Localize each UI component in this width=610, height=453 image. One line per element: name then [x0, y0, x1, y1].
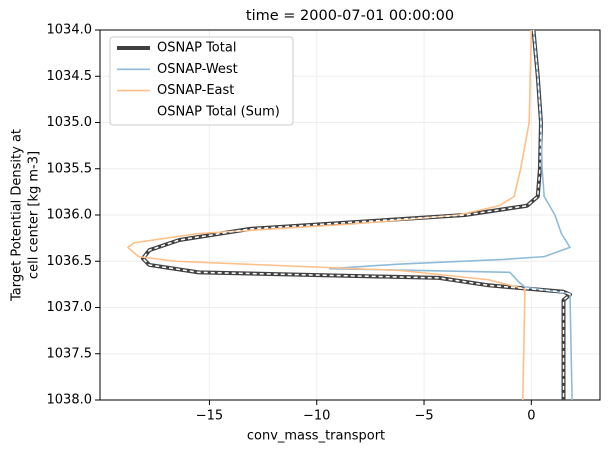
x-tick-label: −5	[414, 409, 433, 424]
legend-label: OSNAP-West	[157, 62, 238, 77]
x-tick-label: 0	[527, 409, 535, 424]
plot-frame	[99, 29, 601, 401]
y-axis-label: Target Potential Density at	[10, 129, 25, 302]
x-tick-label: −10	[303, 409, 330, 424]
legend-box	[109, 36, 294, 126]
x-tick-label: −15	[196, 409, 223, 424]
y-tick-label: 1034.5	[47, 69, 93, 84]
series-line	[142, 29, 571, 400]
legend-label: OSNAP Total	[157, 41, 236, 56]
series-line	[127, 29, 533, 401]
series-line	[328, 29, 573, 401]
y-tick-label: 1035.5	[47, 161, 93, 176]
y-tick-label: 1037.0	[47, 300, 93, 315]
x-axis-label: conv_mass_transport	[247, 429, 385, 444]
y-tick-label: 1038.0	[47, 393, 93, 408]
chart-title: time = 2000-07-01 00:00:00	[246, 8, 454, 24]
y-tick-label: 1035.0	[47, 115, 93, 130]
y-tick-label: 1037.5	[47, 346, 93, 361]
legend-label: OSNAP Total (Sum)	[157, 104, 280, 119]
y-axis-label: cell center [kg m-3]	[27, 151, 42, 279]
y-tick-label: 1036.0	[47, 208, 93, 223]
legend-label: OSNAP-East	[157, 83, 234, 98]
y-tick-label: 1036.5	[47, 254, 93, 269]
y-tick-label: 1034.0	[47, 23, 93, 38]
